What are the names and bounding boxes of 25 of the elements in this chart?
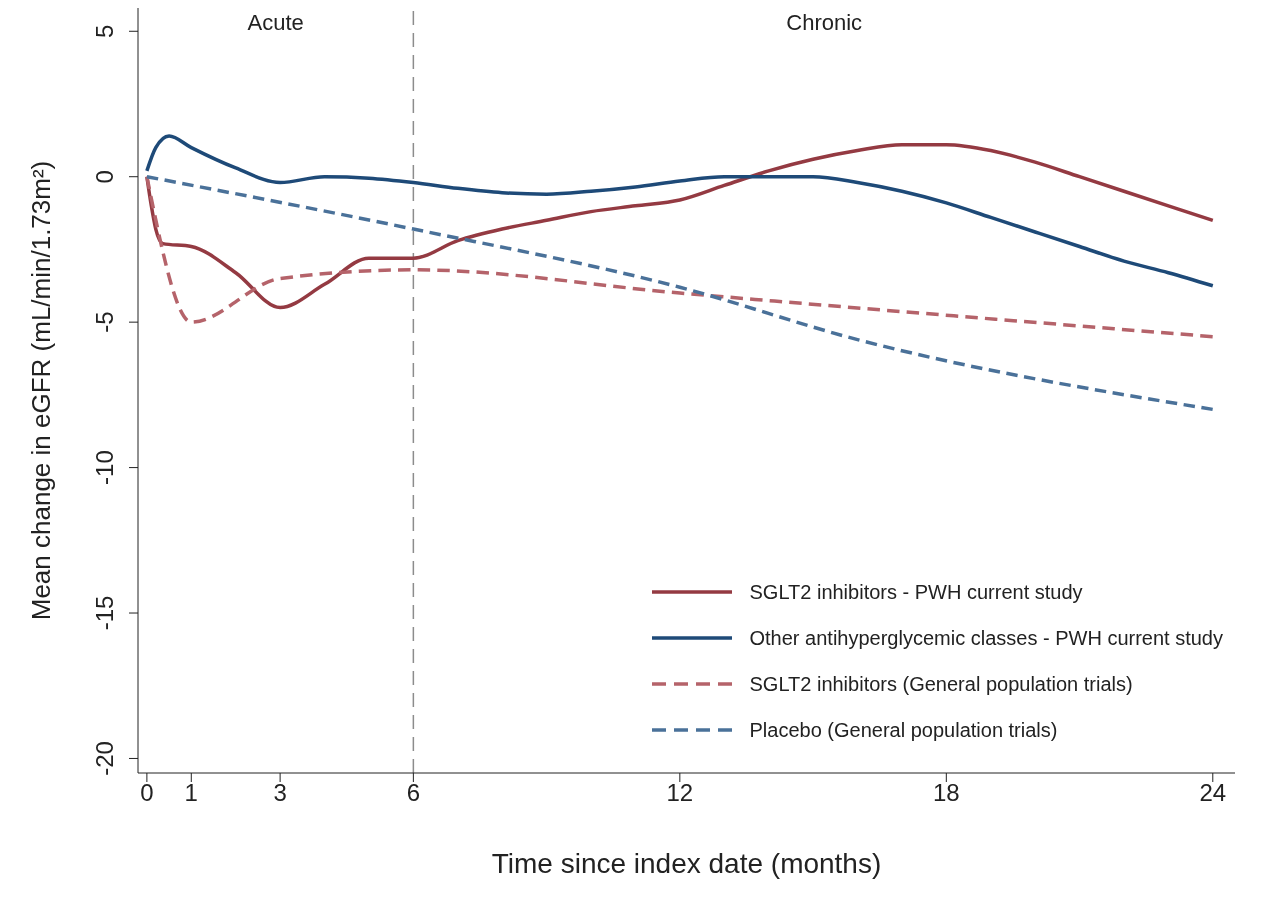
legend-label: SGLT2 inhibitors - PWH current study (749, 580, 1083, 604)
y-tick-label: 0 (91, 170, 118, 184)
y-axis-title: Mean change in eGFR (mL/min/1.73m²) (26, 160, 57, 621)
x-axis-title: Time since index date (months) (491, 848, 882, 879)
x-tick-label: 18 (932, 779, 960, 807)
line-series (145, 174, 1215, 412)
x-tick-label: 12 (666, 779, 694, 807)
annotation: Acute (247, 9, 304, 35)
legend-label: SGLT2 inhibitors (General population trials) (749, 672, 1133, 696)
x-tick-label: 1 (184, 779, 198, 807)
legend-label: Other antihyperglycemic classes - PWH current study (749, 626, 1223, 650)
x-tick-label: 24 (1199, 779, 1227, 807)
x-tick-label: 0 (140, 779, 154, 807)
line-series (145, 174, 1215, 339)
annotation: Chronic (786, 9, 863, 35)
y-tick-label: -5 (91, 311, 118, 333)
y-tick-label: -15 (91, 595, 118, 631)
line-series (145, 134, 1215, 288)
line-series (145, 142, 1215, 310)
y-tick-label: -10 (91, 450, 118, 485)
legend-label: Placebo (General population trials) (749, 718, 1058, 742)
y-tick-label: 5 (91, 24, 118, 38)
x-tick-label: 6 (406, 779, 421, 807)
x-tick-label: 3 (273, 779, 287, 807)
y-tick-label: -20 (91, 741, 118, 776)
